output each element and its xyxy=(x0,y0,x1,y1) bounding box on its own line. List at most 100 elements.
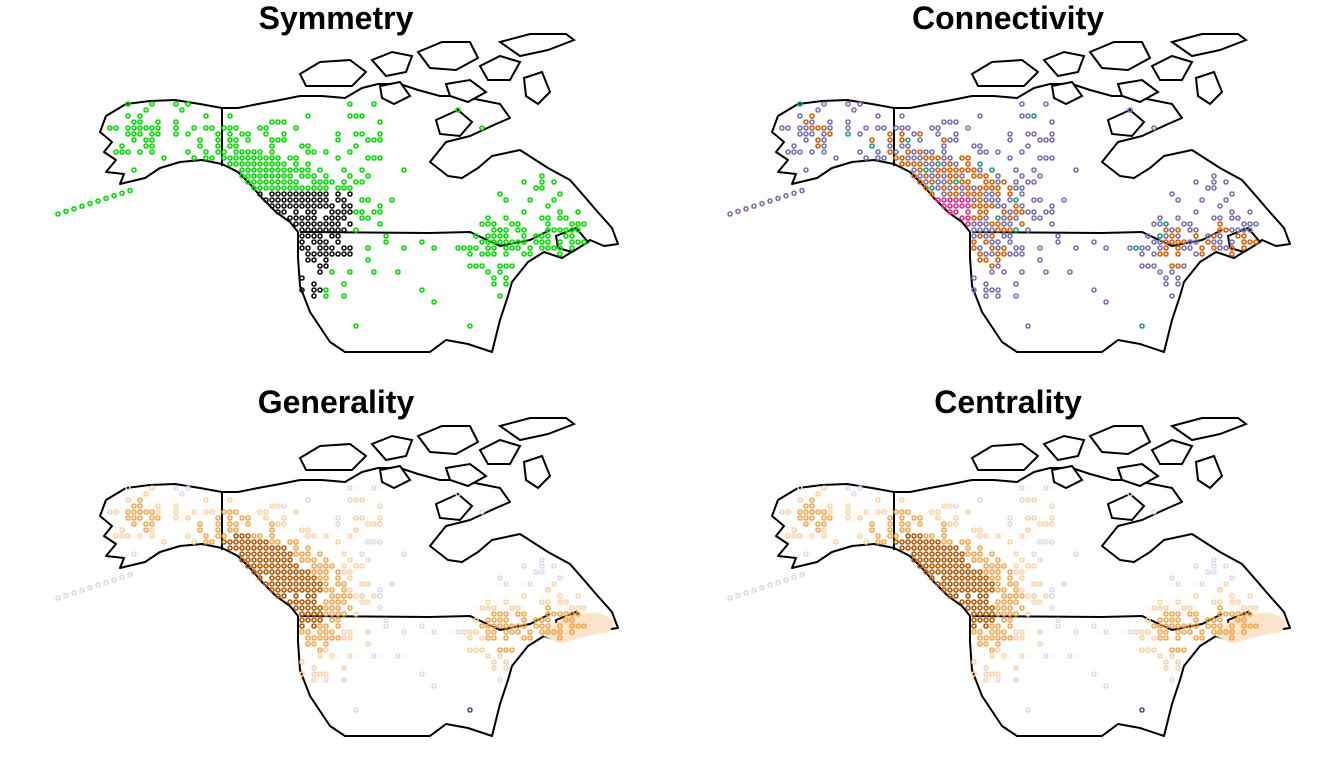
grid-cell-marker xyxy=(263,581,269,587)
grid-cell-marker xyxy=(521,635,527,641)
grid-cell-marker xyxy=(887,521,893,527)
grid-cell-marker xyxy=(173,131,179,137)
grid-cell-marker xyxy=(917,167,923,173)
grid-cell-marker xyxy=(305,167,311,173)
grid-cell-marker xyxy=(1031,167,1037,173)
grid-cell-marker xyxy=(941,575,947,581)
grid-cell-marker xyxy=(179,491,185,497)
grid-cell-marker xyxy=(995,623,1001,629)
grid-cell-marker xyxy=(917,131,923,137)
grid-cell-marker xyxy=(173,125,179,131)
grid-cell-marker xyxy=(353,323,359,329)
grid-cell-marker xyxy=(323,587,329,593)
grid-cell-marker xyxy=(311,257,317,263)
grid-cell-marker xyxy=(491,239,497,245)
grid-cell-marker xyxy=(557,593,563,599)
grid-cell-marker xyxy=(557,629,563,635)
grid-cell-marker xyxy=(401,167,407,173)
grid-cell-marker xyxy=(971,569,977,575)
grid-cell-marker xyxy=(1193,251,1199,257)
grid-cell-marker xyxy=(341,569,347,575)
grid-cell-marker xyxy=(71,590,77,596)
island-outline xyxy=(522,454,552,490)
grid-cell-marker xyxy=(467,263,473,269)
grid-cell-marker xyxy=(317,581,323,587)
grid-cell-marker xyxy=(989,233,995,239)
grid-cell-marker xyxy=(1217,623,1223,629)
grid-cell-marker xyxy=(341,551,347,557)
grid-cell-marker xyxy=(359,593,365,599)
grid-cell-marker xyxy=(281,515,287,521)
grid-cell-marker xyxy=(821,131,827,137)
grid-cell-marker xyxy=(1187,227,1193,233)
grid-cell-marker xyxy=(971,275,977,281)
grid-cell-marker xyxy=(971,245,977,251)
grid-cell-marker xyxy=(431,683,437,689)
grid-cell-marker xyxy=(269,539,275,545)
grid-cell-marker xyxy=(1073,245,1079,251)
grid-cell-marker xyxy=(557,209,563,215)
grid-cell-marker xyxy=(149,521,155,527)
grid-cell-marker xyxy=(221,509,227,515)
grid-cell-marker xyxy=(293,191,299,197)
grid-cell-marker xyxy=(317,185,323,191)
grid-cell-marker xyxy=(329,233,335,239)
grid-cell-marker xyxy=(329,269,335,275)
grid-cell-marker xyxy=(995,569,1001,575)
grid-cell-marker xyxy=(305,611,311,617)
grid-cell-marker xyxy=(983,587,989,593)
grid-cell-marker xyxy=(149,149,155,155)
grid-cell-marker xyxy=(1013,563,1019,569)
grid-cell-marker xyxy=(335,251,341,257)
grid-cell-marker xyxy=(323,227,329,233)
grid-cell-marker xyxy=(317,605,323,611)
grid-cell-marker xyxy=(1217,587,1223,593)
grid-cell-marker xyxy=(509,623,515,629)
us-canada-border xyxy=(299,613,551,632)
grid-cell-marker xyxy=(1205,185,1211,191)
grid-cell-marker xyxy=(959,155,965,161)
grid-cell-marker xyxy=(227,527,233,533)
grid-cell-marker xyxy=(735,592,741,599)
island-outline xyxy=(378,464,412,490)
grid-cell-marker xyxy=(323,245,329,251)
grid-cell-marker xyxy=(335,515,341,521)
grid-cell-marker xyxy=(191,125,197,131)
grid-cell-marker xyxy=(329,227,335,233)
grid-cell-marker xyxy=(311,185,317,191)
grid-cell-marker xyxy=(1013,629,1019,635)
grid-cell-marker xyxy=(341,587,347,593)
grid-cell-marker xyxy=(1019,497,1025,503)
grid-cell-marker xyxy=(1019,635,1025,641)
grid-cell-marker xyxy=(875,497,881,503)
grid-cell-marker xyxy=(1013,203,1019,209)
grid-cell-marker xyxy=(293,125,299,131)
grid-cell-marker xyxy=(323,197,329,203)
grid-cell-marker xyxy=(1007,233,1013,239)
grid-cell-marker xyxy=(545,629,551,635)
grid-cell-marker xyxy=(1001,617,1007,623)
grid-cell-marker xyxy=(1019,221,1025,227)
grid-cell-marker xyxy=(1139,251,1145,257)
grid-cell-marker xyxy=(377,221,383,227)
grid-cell-marker xyxy=(497,233,503,239)
grid-cell-marker xyxy=(317,287,323,293)
grid-cell-marker xyxy=(767,198,773,204)
grid-cell-marker xyxy=(485,221,491,227)
grid-cell-marker xyxy=(971,167,977,173)
grid-cell-marker xyxy=(293,563,299,569)
grid-cell-marker xyxy=(1055,617,1061,623)
grid-cell-marker xyxy=(245,131,251,137)
grid-cell-marker xyxy=(923,185,929,191)
grid-cell-marker xyxy=(103,579,109,586)
grid-cell-marker xyxy=(989,569,995,575)
grid-cell-marker xyxy=(821,527,827,533)
grid-cell-marker xyxy=(275,179,281,185)
grid-cell-marker xyxy=(113,149,119,155)
grid-cell-marker xyxy=(311,605,317,611)
grid-cell-marker xyxy=(1193,623,1199,629)
panel-title: Connectivity xyxy=(911,0,1105,36)
grid-cell-marker xyxy=(935,197,941,203)
grid-cell-marker xyxy=(775,195,781,202)
grid-cell-marker xyxy=(545,203,551,209)
